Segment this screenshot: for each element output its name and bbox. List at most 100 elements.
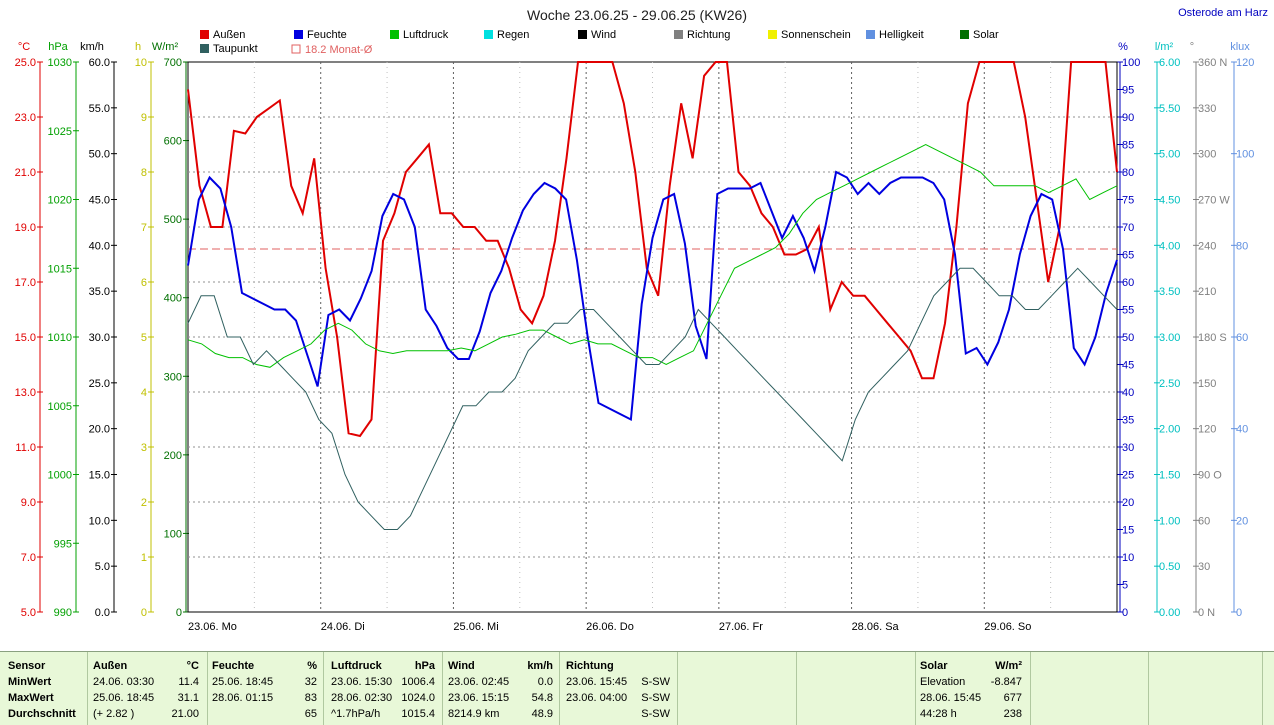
axis-tick-label: 360 N bbox=[1198, 57, 1227, 69]
axis-tick-label: 23.0 bbox=[15, 112, 36, 124]
axis-tick-label: 10 bbox=[1122, 552, 1134, 564]
table-divider bbox=[1262, 652, 1263, 725]
axis-tick-label: 2.50 bbox=[1159, 378, 1180, 390]
axis-tick-label: 30.0 bbox=[89, 332, 110, 344]
axis-tick-label: 15 bbox=[1122, 525, 1134, 537]
axis-tick-label: 35 bbox=[1122, 415, 1134, 427]
axis-tick-label: 5.50 bbox=[1159, 103, 1180, 115]
series-luftdruck bbox=[187, 143, 1118, 368]
axis-tick-label: 10.0 bbox=[89, 515, 110, 527]
axis-tick-label: 1020 bbox=[48, 195, 72, 207]
axis-tick-label: 210 bbox=[1198, 286, 1216, 298]
axis-tick-label: 50 bbox=[1122, 332, 1134, 344]
axis-tick-label: 4 bbox=[141, 387, 147, 399]
legend-label: Richtung bbox=[687, 29, 730, 41]
table-value: 21.00 bbox=[171, 708, 199, 720]
axes: °C hPa km/h h W/m²% l/m² ° klux25.023.021.019.0… bbox=[15, 41, 1255, 633]
axis-tick-label: 990 bbox=[54, 607, 72, 619]
axis-tick-label: 30 bbox=[1198, 561, 1210, 573]
legend-swatch bbox=[866, 30, 875, 39]
table-value: S-SW bbox=[641, 708, 670, 720]
legend-swatch bbox=[960, 30, 969, 39]
axis-tick-label: 50.0 bbox=[89, 149, 110, 161]
table-header: Sensor bbox=[8, 660, 46, 672]
axis-tick-label: 0 bbox=[1236, 607, 1242, 619]
axis-tick-label: 90 bbox=[1122, 112, 1134, 124]
axis-tick-label: 80 bbox=[1122, 167, 1134, 179]
axis-tick-label: 2 bbox=[141, 497, 147, 509]
axis-tick-label: 1.50 bbox=[1159, 470, 1180, 482]
axis-tick-label: 995 bbox=[54, 538, 72, 550]
axis-tick-label: 8 bbox=[141, 167, 147, 179]
axis-tick-label: 13.0 bbox=[15, 387, 36, 399]
column-header: Richtung bbox=[566, 660, 614, 672]
axis-tick-label: 17.0 bbox=[15, 277, 36, 289]
axis-tick-label: 7 bbox=[141, 222, 147, 234]
axis-tick-label: 1010 bbox=[48, 332, 72, 344]
axis-tick-label: 100 bbox=[1236, 149, 1254, 161]
axis-tick-label: 5.0 bbox=[95, 561, 110, 573]
axis-tick-label: 3 bbox=[141, 442, 147, 454]
table-divider bbox=[677, 652, 678, 725]
legend-label: Regen bbox=[497, 29, 529, 41]
x-tick-label: 27.06. Fr bbox=[719, 621, 763, 633]
axis-unit: W/m² bbox=[152, 41, 179, 53]
table-value: 238 bbox=[1003, 708, 1022, 720]
column-unit: hPa bbox=[414, 660, 435, 672]
axis-unit: l/m² bbox=[1155, 41, 1174, 53]
axis-tick-label: 95 bbox=[1122, 85, 1134, 97]
axis-unit: h bbox=[135, 41, 141, 53]
table-cell: 23.06. 15:30 bbox=[331, 676, 393, 688]
axis-tick-label: 5.00 bbox=[1159, 149, 1180, 161]
table-cell: 28.06. 15:45 bbox=[920, 692, 982, 704]
axis-tick-label: 330 bbox=[1198, 103, 1216, 115]
axis-tick-label: 0 N bbox=[1198, 607, 1215, 619]
legend-label: Taupunkt bbox=[213, 43, 258, 55]
legend-swatch bbox=[291, 44, 301, 54]
legend-swatch bbox=[200, 44, 209, 53]
legend-label: 18.2 Monat-Ø bbox=[305, 44, 373, 56]
axis-tick-label: 21.0 bbox=[15, 167, 36, 179]
table-cell: 24.06. 03:30 bbox=[93, 676, 155, 688]
axis-unit: °C bbox=[18, 41, 30, 53]
table-value: S-SW bbox=[641, 692, 670, 704]
column-unit: W/m² bbox=[995, 660, 1022, 672]
column-header: Außen bbox=[93, 660, 128, 672]
series-taupunkt bbox=[187, 267, 1118, 530]
axis-tick-label: 300 bbox=[1198, 149, 1216, 161]
axis-tick-label: 1030 bbox=[48, 57, 72, 69]
table-cell: 23.06. 04:00 bbox=[566, 692, 628, 704]
column-header: Feuchte bbox=[212, 660, 255, 672]
axis-tick-label: 15.0 bbox=[89, 470, 110, 482]
axis-tick-label: 25.0 bbox=[89, 378, 110, 390]
column-header: Solar bbox=[920, 660, 948, 672]
axis-tick-label: 100 bbox=[1122, 57, 1140, 69]
series-außen bbox=[187, 61, 1118, 438]
axis-tick-label: 5 bbox=[141, 332, 147, 344]
axis-tick-label: 6.00 bbox=[1159, 57, 1180, 69]
axis-tick-label: 600 bbox=[164, 136, 182, 148]
table-cell: 44:28 h bbox=[920, 708, 957, 720]
axis-tick-label: 4.00 bbox=[1159, 240, 1180, 252]
location-label: Osterode am Harz bbox=[1178, 7, 1268, 19]
axis-tick-label: 300 bbox=[164, 371, 182, 383]
legend-swatch bbox=[294, 30, 303, 39]
table-cell: Elevation bbox=[920, 676, 966, 688]
axis-tick-label: 10 bbox=[135, 57, 147, 69]
table-value: S-SW bbox=[641, 676, 670, 688]
column-unit: % bbox=[307, 660, 317, 672]
chart-title: Woche 23.06.25 - 29.06.25 (KW26) bbox=[527, 7, 747, 23]
legend-label: Helligkeit bbox=[879, 29, 924, 41]
table-cell: 28.06. 01:15 bbox=[212, 692, 274, 704]
legend-label: Feuchte bbox=[307, 29, 347, 41]
series-feuchte bbox=[187, 170, 1118, 422]
table-cell: 23.06. 15:15 bbox=[448, 692, 510, 704]
legend-label: Sonnenschein bbox=[781, 29, 851, 41]
chart-marks bbox=[187, 61, 1118, 530]
axis-tick-label: 500 bbox=[164, 214, 182, 226]
table-cell: 23.06. 15:45 bbox=[566, 676, 628, 688]
axis-tick-label: 0.50 bbox=[1159, 561, 1180, 573]
table-divider bbox=[87, 652, 88, 725]
legend-swatch bbox=[200, 30, 209, 39]
table-value: 54.8 bbox=[531, 692, 553, 704]
